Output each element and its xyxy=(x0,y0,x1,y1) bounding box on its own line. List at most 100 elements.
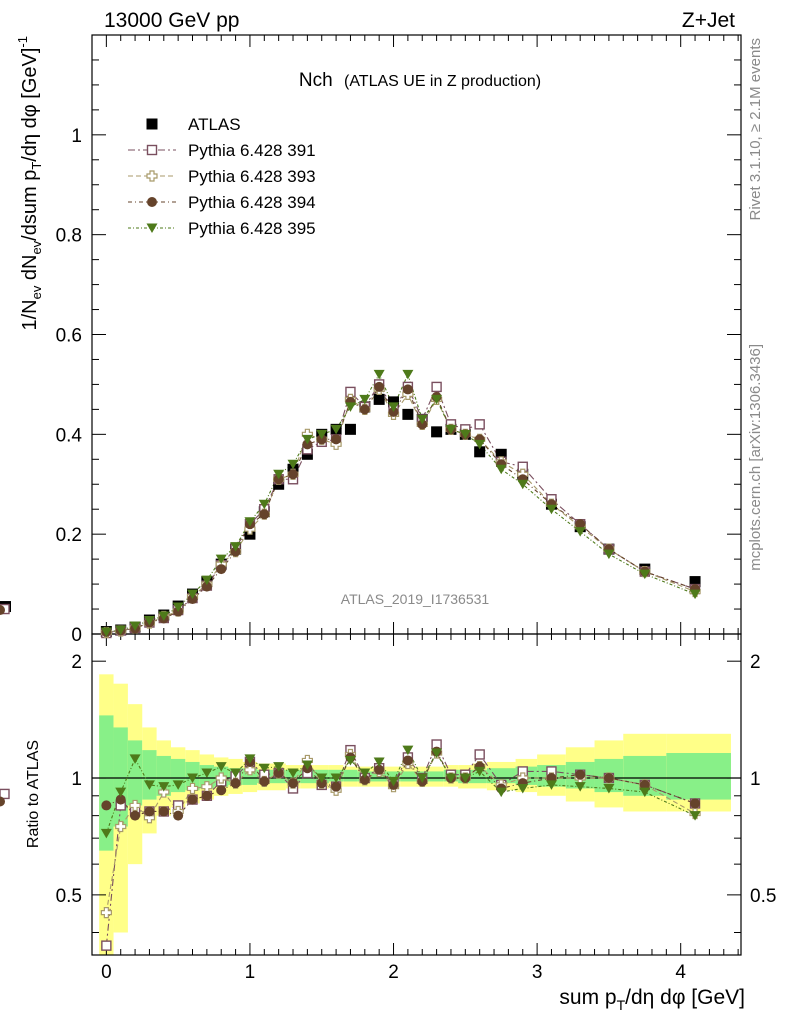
ratio-p395-point xyxy=(172,780,184,790)
main-p395-point xyxy=(474,439,486,450)
ratio-p394-point xyxy=(690,798,701,809)
main-atlas-point xyxy=(495,448,507,460)
ratio-p395-point xyxy=(273,762,285,772)
ratio-p395-point xyxy=(244,754,256,764)
x-tick-label: 2 xyxy=(388,962,399,983)
legend-marker xyxy=(146,144,158,156)
ratio-p393-point xyxy=(244,764,256,776)
ratio-p395-point xyxy=(373,757,385,767)
ratio-p394-point xyxy=(603,773,614,784)
ratio-bands xyxy=(99,674,731,955)
ratio-band-inner xyxy=(142,750,157,800)
main-p395-point xyxy=(517,479,529,490)
main-p391-line xyxy=(106,383,696,634)
main-p395-point xyxy=(143,616,155,626)
header-process-label: Z+Jet xyxy=(682,9,735,32)
ratio-band-inner xyxy=(429,771,444,782)
main-p394-point xyxy=(201,581,212,592)
ratio-band-inner xyxy=(113,727,128,827)
ratio-p395-point xyxy=(201,768,213,779)
ratio-band-inner xyxy=(99,715,114,851)
main-p395-point xyxy=(359,394,371,405)
header-energy-label: 13000 GeV pp xyxy=(104,9,239,32)
main-p395-point xyxy=(495,464,507,475)
ratio-p394-point xyxy=(288,778,299,789)
main-atlas-point xyxy=(373,393,385,405)
ratio-p394-point xyxy=(230,778,241,789)
ratio-p395-point xyxy=(143,780,155,790)
ratio-p395-point xyxy=(639,787,651,798)
legend-marker xyxy=(146,170,158,182)
ratio-y-tick-label: 2 xyxy=(71,652,82,673)
ratio-p395-point xyxy=(359,768,371,779)
ratio-p395-point xyxy=(287,768,299,779)
legend-marker xyxy=(147,197,157,207)
main-p395-point xyxy=(545,504,557,515)
main-p394-line xyxy=(106,385,696,633)
ratio-p395-point xyxy=(574,782,586,792)
ratio-p395-point xyxy=(316,773,328,784)
ratio-p395-point xyxy=(344,755,356,766)
main-atlas-point xyxy=(474,446,486,458)
x-axis-label: sum pT/dη dφ [GeV] xyxy=(559,986,745,1013)
main-atlas-point xyxy=(388,396,400,408)
ratio-p395-line xyxy=(105,748,696,834)
series-markers xyxy=(0,369,701,951)
ratio-p394-point xyxy=(273,768,284,779)
ratio-p394-point xyxy=(575,769,586,780)
analysis-watermark: ATLAS_2019_I1736531 xyxy=(341,591,490,607)
ratio-p395-point xyxy=(388,776,400,787)
ratio-p395-point xyxy=(474,766,486,777)
ratio-y-tick-label: 0.5 xyxy=(56,886,82,907)
main-p394-point xyxy=(288,469,299,480)
ratio-p393-point xyxy=(100,907,112,919)
main-p394-point xyxy=(331,434,342,445)
main-atlas-point xyxy=(344,423,356,435)
plot-title-sub: (ATLAS UE in Z production) xyxy=(344,73,541,90)
ratio-p394-point xyxy=(173,810,184,821)
x-tick-label: 3 xyxy=(532,962,543,983)
main-p395-point xyxy=(402,369,414,380)
ratio-p395-point xyxy=(545,780,557,790)
ratio-p394-point xyxy=(144,806,155,817)
main-p395-point xyxy=(244,517,256,527)
ratio-y-tick-label-right: 1 xyxy=(750,769,761,790)
ratio-p394-point xyxy=(639,779,650,790)
ratio-p395-point xyxy=(517,783,529,794)
main-p395-point xyxy=(172,602,184,613)
main-p394-point xyxy=(575,519,586,530)
main-atlas-point xyxy=(402,408,414,420)
ratio-p394-point xyxy=(115,794,126,805)
main-p395-point xyxy=(431,394,443,405)
ratio-p395-point xyxy=(445,773,457,784)
plot-title: Nch (ATLAS UE in Z production) xyxy=(299,70,541,91)
ratio-p395-point xyxy=(459,773,471,784)
main-p394-point xyxy=(402,384,413,395)
main-p395-point xyxy=(445,424,457,435)
ratio-p395-point xyxy=(495,787,507,798)
ratio-p395-point xyxy=(115,787,127,798)
plot-title-main: Nch xyxy=(299,70,333,91)
ratio-p394-point xyxy=(402,755,413,766)
ratio-p395-point xyxy=(230,768,242,779)
main-y-tick-label: 0.6 xyxy=(56,326,82,347)
tick-labels: 0 1 2 3 4 0 0.2 0.4 0.6 0.8 1 0.5 0.5 1 1 2 2 xyxy=(56,126,777,983)
x-tick-label: 4 xyxy=(675,962,686,983)
main-p395-point xyxy=(574,527,586,537)
main-p395-point xyxy=(158,611,170,622)
x-tick-label: 0 xyxy=(101,962,112,983)
main-p395-point xyxy=(301,434,313,445)
main-p395-point xyxy=(273,469,285,480)
ratio-p394-point xyxy=(0,796,5,807)
ratio-p395-point xyxy=(603,783,615,794)
ratio-p394-point xyxy=(130,810,141,821)
main-p395-point xyxy=(639,569,651,580)
ratio-p395-point xyxy=(129,754,141,764)
main-y-tick-label: 0.2 xyxy=(56,525,82,546)
ratio-p393-line xyxy=(105,751,696,913)
ratio-p394-point xyxy=(331,781,342,792)
ratio-band-inner xyxy=(170,758,186,793)
main-y-tick-label: 0 xyxy=(71,625,82,646)
ratio-p395-point xyxy=(431,748,443,759)
main-p395-point xyxy=(230,542,242,552)
